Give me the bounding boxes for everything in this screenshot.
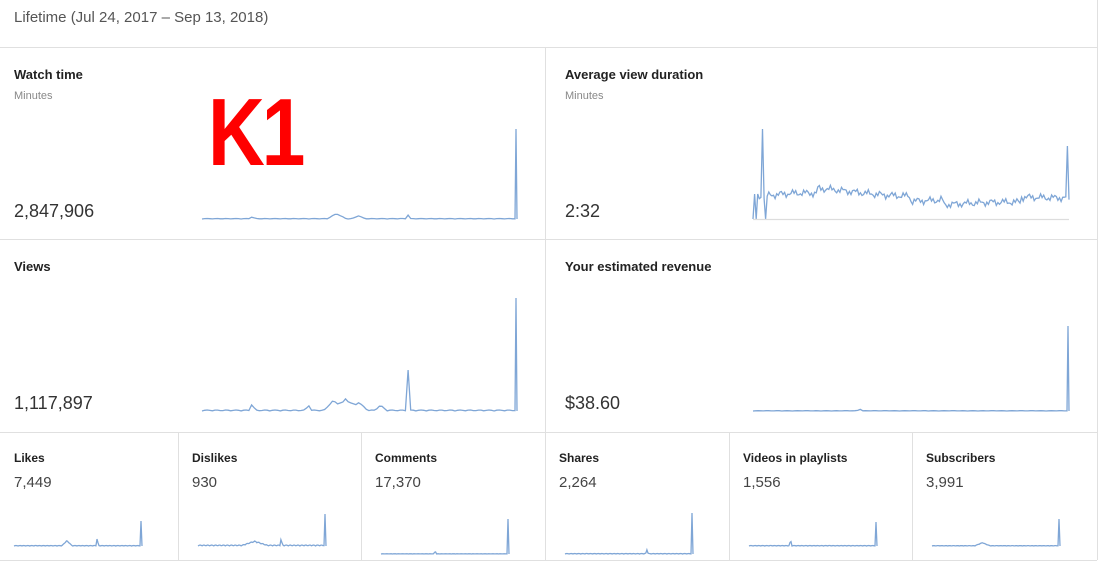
card-subtitle: Minutes [565,90,604,102]
small-card-value: 1,556 [743,474,781,491]
card-title: Average view duration [565,67,704,82]
sparkline [13,520,143,547]
small-card-title: Shares [559,451,600,465]
card-value: 1,117,897 [14,393,93,413]
sparkline [201,128,518,220]
small-card-title: Dislikes [192,451,238,465]
card-subtitle: Minutes [14,90,53,102]
small-card-title: Videos in playlists [743,451,848,465]
small-card-title: Subscribers [926,451,996,465]
card-value: 2:32 [565,201,601,221]
card-title: Views [14,259,51,274]
card-value: $38.60 [565,393,621,413]
sparkline [201,297,518,412]
small-card-value: 7,449 [14,474,52,491]
small-card-value: 17,370 [375,474,421,491]
small-card-value: 3,991 [926,474,964,491]
small-card-title: Likes [14,451,45,465]
small-card-value: 2,264 [559,474,597,491]
overlay-label: K1 [208,79,305,186]
card-title: Your estimated revenue [565,259,712,274]
sparkline [380,518,510,555]
sparkline [564,512,694,555]
sparkline [752,128,1070,220]
sparkline [752,325,1070,412]
sparkline [931,518,1061,547]
small-card-value: 930 [192,474,218,491]
sparkline [748,521,878,547]
sparkline [197,513,327,547]
period-title: Lifetime (Jul 24, 2017 – Sep 13, 2018) [14,9,269,26]
small-card-title: Comments [375,451,438,465]
card-value: 2,847,906 [14,201,95,221]
card-title: Watch time [14,67,83,82]
